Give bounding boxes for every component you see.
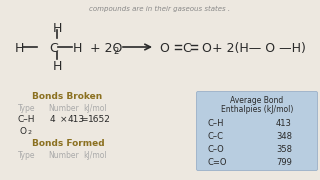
Text: 358: 358	[276, 145, 292, 154]
Text: C–C: C–C	[208, 132, 224, 141]
Text: H: H	[73, 42, 82, 55]
Text: Type: Type	[18, 151, 36, 160]
Text: C: C	[49, 42, 58, 55]
Text: Type: Type	[18, 104, 36, 113]
Text: O: O	[198, 42, 212, 55]
Text: C–H: C–H	[208, 119, 225, 128]
Text: H: H	[15, 42, 24, 55]
Text: 4: 4	[50, 115, 56, 124]
Text: Bonds Broken: Bonds Broken	[32, 92, 102, 101]
Text: Average Bond: Average Bond	[230, 96, 284, 105]
Text: 2: 2	[27, 130, 31, 135]
Text: C: C	[182, 42, 191, 55]
Text: 413: 413	[68, 115, 85, 124]
Text: + 2O: + 2O	[90, 42, 122, 55]
Text: Number: Number	[48, 151, 79, 160]
Text: 2: 2	[113, 47, 118, 56]
Text: Number: Number	[48, 104, 79, 113]
Text: O: O	[20, 127, 27, 136]
Text: 799: 799	[276, 158, 292, 167]
Text: C–O: C–O	[208, 145, 225, 154]
Text: compounds are in their gaseous states .: compounds are in their gaseous states .	[89, 6, 231, 12]
Text: kJ/mol: kJ/mol	[83, 151, 107, 160]
Text: 348: 348	[276, 132, 292, 141]
Text: Enthalpies (kJ/mol): Enthalpies (kJ/mol)	[221, 105, 293, 114]
Text: C–H: C–H	[18, 115, 36, 124]
Text: H: H	[52, 22, 62, 35]
Text: H: H	[52, 60, 62, 73]
Text: =: =	[80, 115, 87, 124]
Text: kJ/mol: kJ/mol	[83, 104, 107, 113]
Text: C=O: C=O	[208, 158, 228, 167]
Text: 413: 413	[276, 119, 292, 128]
Text: + 2(H— O —H): + 2(H— O —H)	[212, 42, 306, 55]
FancyBboxPatch shape	[196, 91, 317, 170]
Text: Bonds Formed: Bonds Formed	[32, 139, 105, 148]
Text: ×: ×	[60, 115, 68, 124]
Text: O: O	[160, 42, 174, 55]
Text: 1652: 1652	[88, 115, 111, 124]
